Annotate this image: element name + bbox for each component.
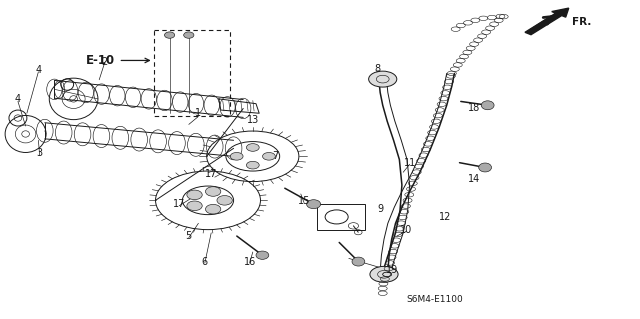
Ellipse shape <box>205 204 221 214</box>
Ellipse shape <box>256 251 269 259</box>
Text: 14: 14 <box>467 174 480 184</box>
Ellipse shape <box>352 257 365 266</box>
Text: 6: 6 <box>202 256 208 267</box>
Ellipse shape <box>246 161 259 169</box>
Text: 4: 4 <box>35 65 42 75</box>
Ellipse shape <box>230 152 243 160</box>
Text: FR.: FR. <box>572 17 591 27</box>
Text: 17: 17 <box>205 169 218 179</box>
Text: 8: 8 <box>374 63 381 74</box>
Ellipse shape <box>246 144 259 151</box>
Bar <box>317 204 365 230</box>
Text: 16: 16 <box>243 256 256 267</box>
Text: 9: 9 <box>378 204 384 214</box>
Text: E-10: E-10 <box>86 54 115 67</box>
Ellipse shape <box>187 190 202 200</box>
Ellipse shape <box>217 196 232 205</box>
Ellipse shape <box>479 163 492 172</box>
Text: S6M4-E1100: S6M4-E1100 <box>407 295 463 304</box>
Ellipse shape <box>187 201 202 211</box>
Ellipse shape <box>205 187 221 196</box>
Text: 2: 2 <box>101 57 108 67</box>
Ellipse shape <box>184 32 194 38</box>
Text: 17: 17 <box>173 199 186 209</box>
Text: 5: 5 <box>186 231 192 241</box>
Text: 4: 4 <box>15 94 21 104</box>
Ellipse shape <box>481 101 494 110</box>
Text: 13: 13 <box>246 115 259 125</box>
Text: 19: 19 <box>386 264 399 275</box>
Ellipse shape <box>370 266 398 282</box>
Text: 10: 10 <box>400 225 413 235</box>
Text: 3: 3 <box>36 148 43 158</box>
Text: 18: 18 <box>467 103 480 114</box>
FancyArrow shape <box>525 8 569 35</box>
Text: 11: 11 <box>403 158 416 168</box>
Text: 7: 7 <box>272 151 278 161</box>
Ellipse shape <box>262 152 275 160</box>
Text: 12: 12 <box>438 212 451 222</box>
Ellipse shape <box>307 200 321 209</box>
Text: 15: 15 <box>298 196 310 206</box>
Ellipse shape <box>164 32 175 38</box>
Ellipse shape <box>369 71 397 87</box>
Text: 1: 1 <box>195 108 202 118</box>
